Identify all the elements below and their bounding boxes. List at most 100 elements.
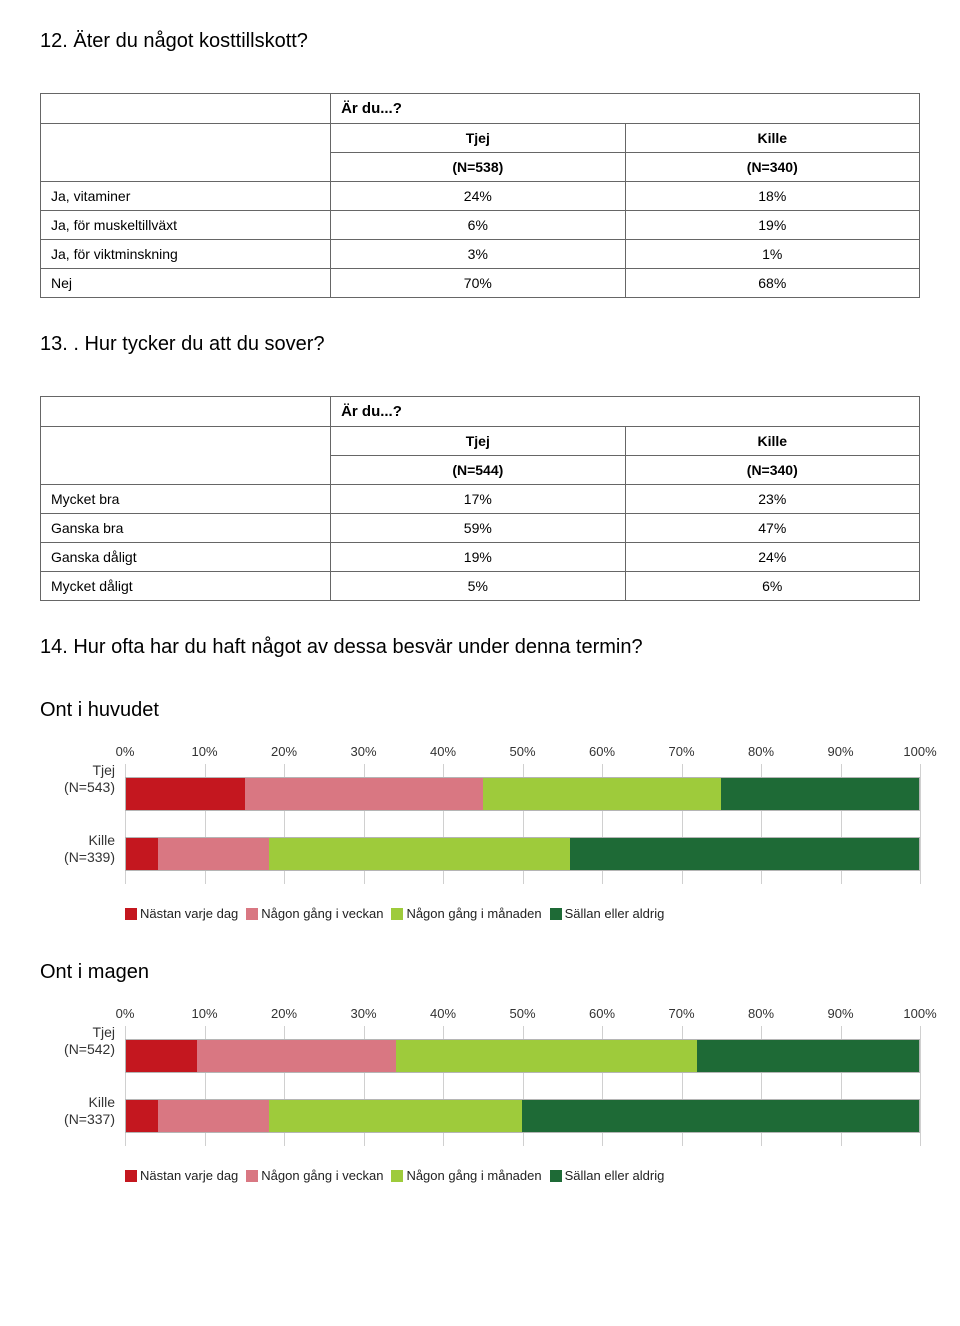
axis-tick-label: 100% <box>903 1006 936 1021</box>
bar-row <box>125 1099 920 1133</box>
q13-r4-v2: 6% <box>625 572 919 601</box>
legend-item: Nästan varje dag <box>125 906 238 921</box>
bar-row <box>125 777 920 811</box>
legend-label: Sällan eller aldrig <box>565 1168 665 1183</box>
axis-tick-label: 70% <box>668 744 694 759</box>
q13-r4-v1: 5% <box>331 572 625 601</box>
legend-item: Nästan varje dag <box>125 1168 238 1183</box>
q12-table: Är du...? Tjej Kille (N=538) (N=340) Ja,… <box>40 93 920 298</box>
q13-col2-n: (N=340) <box>625 456 919 485</box>
axis-tick-label: 20% <box>271 1006 297 1021</box>
chart-subtitle: Ont i huvudet <box>40 699 920 722</box>
q13-r3-v1: 19% <box>331 543 625 572</box>
bar-segment <box>483 778 721 810</box>
q13-r1-v1: 17% <box>331 485 625 514</box>
bar-segment <box>570 838 919 870</box>
q14-title: 14. Hur ofta har du haft något av dessa … <box>40 636 920 659</box>
q12-title: 12. Äter du något kosttillskott? <box>40 30 920 53</box>
q13-r4-label: Mycket dåligt <box>41 572 331 601</box>
axis-tick-label: 30% <box>350 744 376 759</box>
axis-tick-label: 70% <box>668 1006 694 1021</box>
q13-header: Är du...? <box>331 397 920 427</box>
legend-swatch <box>391 908 403 920</box>
q12-r2-v1: 6% <box>331 211 625 240</box>
bar-segment <box>396 1040 697 1072</box>
legend-label: Sällan eller aldrig <box>565 906 665 921</box>
legend-item: Någon gång i månaden <box>391 1168 541 1183</box>
q12-r4-v1: 70% <box>331 269 625 298</box>
legend-swatch <box>550 908 562 920</box>
axis-tick-label: 80% <box>748 1006 774 1021</box>
bar-segment <box>158 838 269 870</box>
q12-col1-label: Tjej <box>331 124 625 153</box>
bar-segment <box>269 838 570 870</box>
legend-label: Nästan varje dag <box>140 906 238 921</box>
legend-label: Någon gång i veckan <box>261 906 383 921</box>
legend-swatch <box>246 1170 258 1182</box>
q12-col2-n: (N=340) <box>625 153 919 182</box>
q12-r3-v2: 1% <box>625 240 919 269</box>
q12-r1-v2: 18% <box>625 182 919 211</box>
legend-item: Någon gång i veckan <box>246 1168 383 1183</box>
q13-table: Är du...? Tjej Kille (N=544) (N=340) Myc… <box>40 396 920 601</box>
chart-legend: Nästan varje dag Någon gång i veckan Någon… <box>125 906 920 921</box>
legend-swatch <box>125 908 137 920</box>
bar-segment <box>126 1040 197 1072</box>
table-row: Mycket bra 17% 23% <box>41 485 920 514</box>
axis-tick-label: 30% <box>350 1006 376 1021</box>
axis-tick-label: 80% <box>748 744 774 759</box>
chart-ylabel: Tjej(N=542) <box>40 1024 115 1059</box>
q12-r4-label: Nej <box>41 269 331 298</box>
legend-swatch <box>550 1170 562 1182</box>
q12-r2-label: Ja, för muskeltillväxt <box>41 211 331 240</box>
axis-tick-label: 20% <box>271 744 297 759</box>
q12-r1-v1: 24% <box>331 182 625 211</box>
bar-segment <box>721 778 919 810</box>
table-row: Nej 70% 68% <box>41 269 920 298</box>
q13-r1-v2: 23% <box>625 485 919 514</box>
chart-legend: Nästan varje dag Någon gång i veckan Någon… <box>125 1168 920 1183</box>
legend-label: Någon gång i veckan <box>261 1168 383 1183</box>
chart-ylabel: Tjej(N=543) <box>40 762 115 797</box>
axis-tick-label: 90% <box>827 744 853 759</box>
q13-r2-v1: 59% <box>331 514 625 543</box>
bar-row <box>125 837 920 871</box>
legend-item: Någon gång i månaden <box>391 906 541 921</box>
axis-tick-label: 60% <box>589 744 615 759</box>
axis-tick-label: 50% <box>509 1006 535 1021</box>
q13-r1-label: Mycket bra <box>41 485 331 514</box>
legend-label: Nästan varje dag <box>140 1168 238 1183</box>
bar-segment <box>697 1040 919 1072</box>
legend-item: Sällan eller aldrig <box>550 1168 665 1183</box>
axis-tick-label: 10% <box>191 744 217 759</box>
bar-segment <box>158 1100 269 1132</box>
table-row: Ganska dåligt 19% 24% <box>41 543 920 572</box>
stacked-bar-chart: Tjej(N=543)Kille(N=339)0%10%20%30%40%50%… <box>40 744 920 921</box>
q13-r3-label: Ganska dåligt <box>41 543 331 572</box>
bar-segment <box>269 1100 523 1132</box>
chart-ylabel: Kille(N=339) <box>40 832 115 867</box>
q12-header: Är du...? <box>331 94 920 124</box>
table-row: Ja, vitaminer 24% 18% <box>41 182 920 211</box>
table-row: Ja, för muskeltillväxt 6% 19% <box>41 211 920 240</box>
q13-col1-label: Tjej <box>331 427 625 456</box>
stacked-bar-chart: Tjej(N=542)Kille(N=337)0%10%20%30%40%50%… <box>40 1006 920 1183</box>
bar-segment <box>245 778 483 810</box>
q12-col2-label: Kille <box>625 124 919 153</box>
q12-col1-n: (N=538) <box>331 153 625 182</box>
legend-label: Någon gång i månaden <box>406 906 541 921</box>
q13-r2-label: Ganska bra <box>41 514 331 543</box>
axis-tick-label: 0% <box>116 744 135 759</box>
q13-r3-v2: 24% <box>625 543 919 572</box>
q13-col1-n: (N=544) <box>331 456 625 485</box>
axis-tick-label: 10% <box>191 1006 217 1021</box>
chart-subtitle: Ont i magen <box>40 961 920 984</box>
legend-item: Sällan eller aldrig <box>550 906 665 921</box>
axis-tick-label: 60% <box>589 1006 615 1021</box>
chart-ylabel: Kille(N=337) <box>40 1094 115 1129</box>
q12-r2-v2: 19% <box>625 211 919 240</box>
axis-tick-label: 100% <box>903 744 936 759</box>
bar-segment <box>197 1040 395 1072</box>
table-row: Ganska bra 59% 47% <box>41 514 920 543</box>
legend-swatch <box>246 908 258 920</box>
